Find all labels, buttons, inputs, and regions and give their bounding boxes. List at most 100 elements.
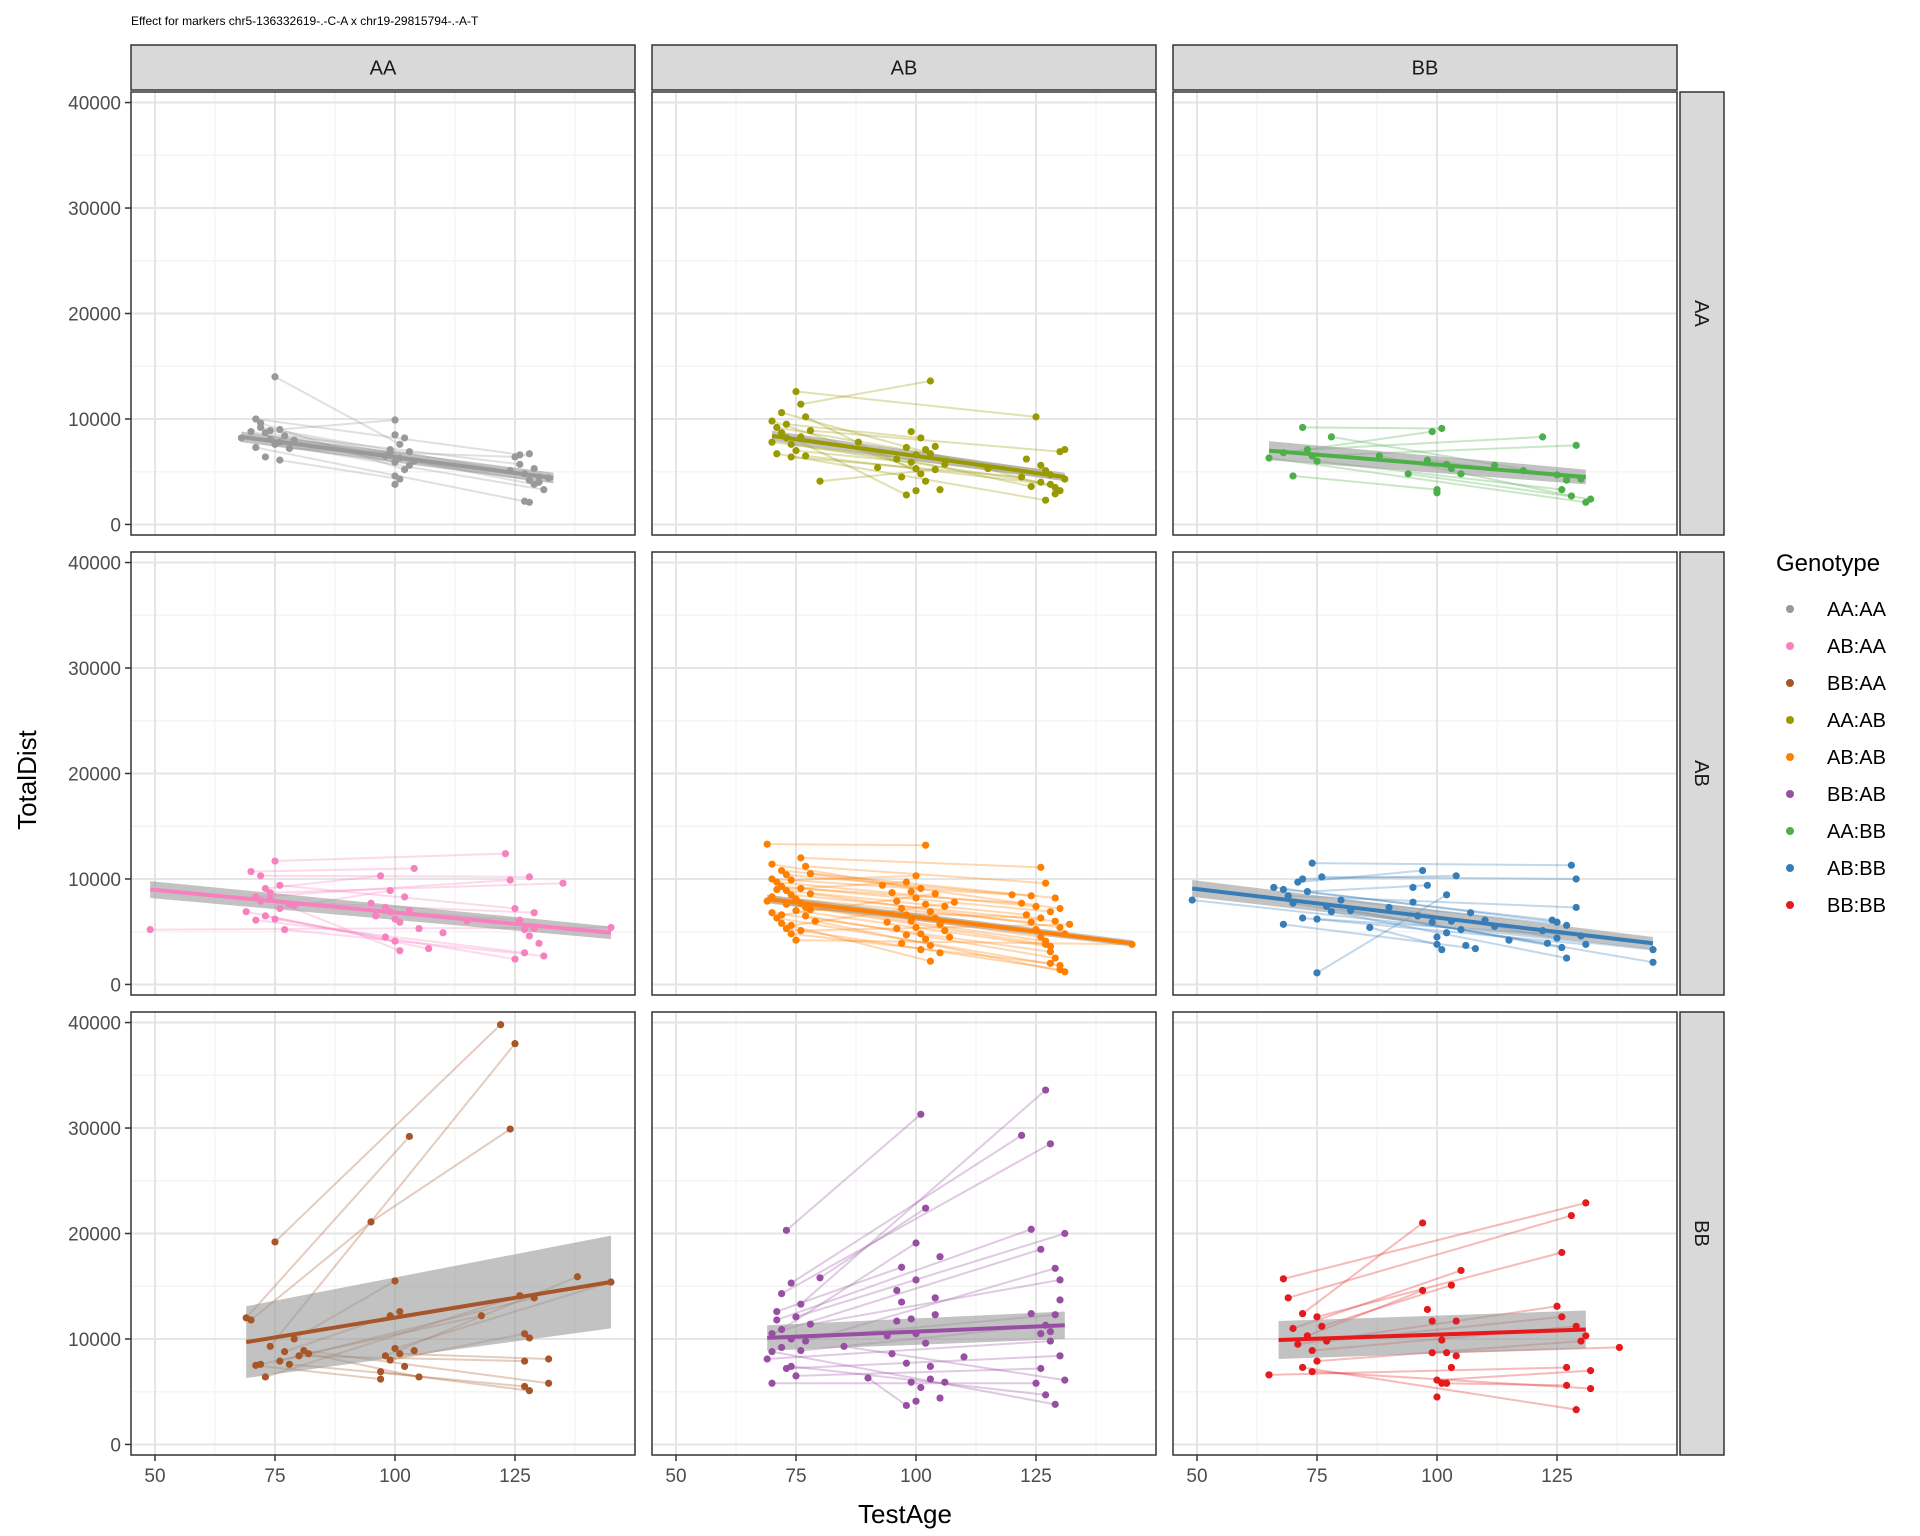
individual-line	[274, 852, 506, 863]
data-point	[1649, 958, 1657, 966]
data-point	[573, 1273, 582, 1281]
y-tick-label: 10000	[68, 870, 121, 891]
individual-line	[1321, 875, 1577, 880]
data-point	[1649, 946, 1657, 954]
individual-line	[1301, 1222, 1424, 1315]
data-point	[917, 946, 925, 954]
regression-line	[245, 1280, 612, 1345]
data-point	[1385, 903, 1393, 912]
data-point	[1042, 496, 1050, 504]
data-point	[271, 857, 279, 865]
data-point	[936, 1394, 944, 1402]
x-tick-label: 50	[1186, 1466, 1207, 1487]
data-point	[1553, 934, 1561, 942]
data-point	[883, 918, 891, 926]
data-point	[792, 936, 800, 944]
panel-border	[1172, 551, 1678, 996]
data-point	[1563, 1381, 1571, 1389]
data-point	[391, 431, 399, 439]
data-point	[1572, 441, 1580, 449]
data-point	[874, 463, 882, 472]
data-point	[907, 428, 915, 436]
data-point	[281, 432, 289, 440]
data-point	[439, 929, 447, 937]
data-point	[926, 1362, 935, 1370]
y-tick-label: 10000	[68, 1330, 121, 1351]
data-point	[1056, 904, 1064, 913]
individual-line	[795, 390, 1037, 418]
data-point	[266, 1342, 274, 1350]
legend-item-aa-bb: AA:BB	[1786, 821, 1886, 843]
data-point	[950, 898, 959, 906]
col-strip-aa: AA	[130, 44, 636, 91]
data-point	[545, 1355, 553, 1363]
x-tick-label: 50	[665, 1466, 686, 1487]
legend-item-bb-ab: BB:AB	[1786, 784, 1886, 806]
data-point	[540, 952, 548, 960]
data-point	[276, 904, 284, 913]
data-point	[902, 931, 911, 939]
data-point	[797, 927, 805, 935]
legend-key	[1786, 716, 1794, 724]
data-point	[1279, 920, 1287, 928]
individual-line	[786, 889, 1027, 916]
data-point	[257, 872, 265, 880]
regression-line	[1268, 448, 1586, 479]
data-point	[912, 872, 920, 880]
data-point	[778, 409, 786, 417]
data-point	[806, 870, 815, 878]
data-point	[1022, 911, 1030, 919]
individual-line	[810, 429, 1061, 453]
data-point	[1037, 1364, 1045, 1373]
data-point	[797, 1300, 805, 1308]
data-point	[917, 1383, 925, 1392]
data-point	[782, 420, 791, 428]
x-tick-label: 100	[1421, 1466, 1453, 1487]
x-tick-label: 75	[1306, 1466, 1327, 1487]
panel-border	[1172, 1011, 1678, 1456]
data-point	[1366, 923, 1374, 932]
data-point	[778, 1325, 786, 1334]
legend-key	[1786, 605, 1794, 613]
data-point	[893, 1317, 901, 1325]
individual-line	[1408, 472, 1591, 501]
y-tick-label: 20000	[68, 305, 121, 326]
individual-line	[279, 884, 516, 910]
individual-line	[1297, 869, 1423, 884]
data-point	[501, 850, 509, 858]
data-point	[787, 453, 795, 461]
y-axis-label: TotalDist	[12, 729, 42, 829]
data-point	[778, 911, 786, 919]
data-point	[792, 447, 800, 455]
individual-line	[1302, 874, 1457, 880]
individual-line	[795, 898, 1032, 924]
data-point	[391, 1344, 399, 1353]
data-point	[545, 1379, 553, 1387]
individual-line	[255, 879, 511, 898]
data-point	[1299, 1310, 1307, 1318]
data-point	[276, 456, 284, 464]
data-point	[415, 924, 423, 933]
data-point	[816, 477, 824, 485]
data-point	[1046, 1327, 1054, 1336]
legend-item-bb-aa: BB:AA	[1786, 673, 1887, 695]
data-point	[898, 939, 906, 947]
data-point	[1587, 1367, 1595, 1375]
data-point	[511, 904, 519, 913]
data-point	[525, 1387, 534, 1395]
data-point	[497, 1021, 505, 1029]
legend-key	[1786, 642, 1794, 650]
data-point	[782, 871, 791, 879]
data-point	[1046, 942, 1054, 951]
data-point	[1284, 892, 1292, 900]
data-point	[912, 894, 920, 902]
data-point	[477, 1312, 485, 1320]
data-point	[396, 918, 404, 926]
data-point	[902, 1401, 911, 1410]
data-point	[1037, 1330, 1045, 1338]
data-point	[1404, 470, 1412, 478]
data-point	[391, 458, 399, 466]
individual-line	[1316, 1251, 1563, 1318]
individual-line	[1369, 926, 1438, 946]
individual-line	[815, 920, 1065, 973]
